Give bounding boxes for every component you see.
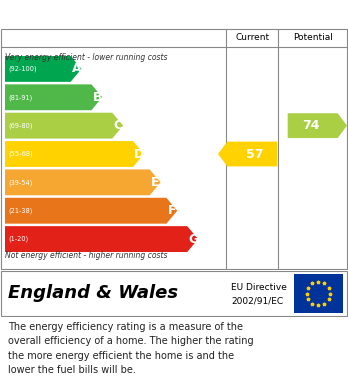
Polygon shape (5, 198, 177, 224)
Text: (21-38): (21-38) (8, 208, 32, 214)
Polygon shape (5, 169, 161, 195)
Text: The energy efficiency rating is a measure of the
overall efficiency of a home. T: The energy efficiency rating is a measur… (8, 322, 254, 375)
Polygon shape (5, 226, 198, 252)
Text: (92-100): (92-100) (8, 66, 37, 72)
Text: G: G (188, 233, 198, 246)
Text: E: E (151, 176, 159, 189)
Polygon shape (5, 56, 81, 82)
Text: Current: Current (235, 34, 269, 43)
Text: EU Directive: EU Directive (231, 283, 287, 292)
Text: C: C (113, 119, 122, 132)
Text: (69-80): (69-80) (8, 122, 32, 129)
Polygon shape (5, 113, 123, 138)
Polygon shape (5, 84, 102, 110)
Polygon shape (218, 142, 277, 167)
Text: (55-68): (55-68) (8, 151, 33, 157)
Text: England & Wales: England & Wales (8, 285, 178, 303)
Text: B: B (93, 91, 102, 104)
Text: D: D (134, 147, 144, 160)
Text: (81-91): (81-91) (8, 94, 32, 100)
Text: 74: 74 (302, 119, 319, 132)
Text: Energy Efficiency Rating: Energy Efficiency Rating (9, 7, 230, 22)
Text: Potential: Potential (293, 34, 333, 43)
Text: (1-20): (1-20) (8, 236, 28, 242)
Text: Very energy efficient - lower running costs: Very energy efficient - lower running co… (5, 53, 167, 62)
Text: A: A (72, 63, 81, 75)
Polygon shape (288, 113, 347, 138)
Text: 57: 57 (246, 147, 263, 160)
Text: Not energy efficient - higher running costs: Not energy efficient - higher running co… (5, 251, 167, 260)
Polygon shape (5, 141, 144, 167)
Bar (294, 274, 343, 313)
Text: F: F (167, 204, 176, 217)
Text: (39-54): (39-54) (8, 179, 32, 186)
Text: 2002/91/EC: 2002/91/EC (231, 296, 284, 305)
